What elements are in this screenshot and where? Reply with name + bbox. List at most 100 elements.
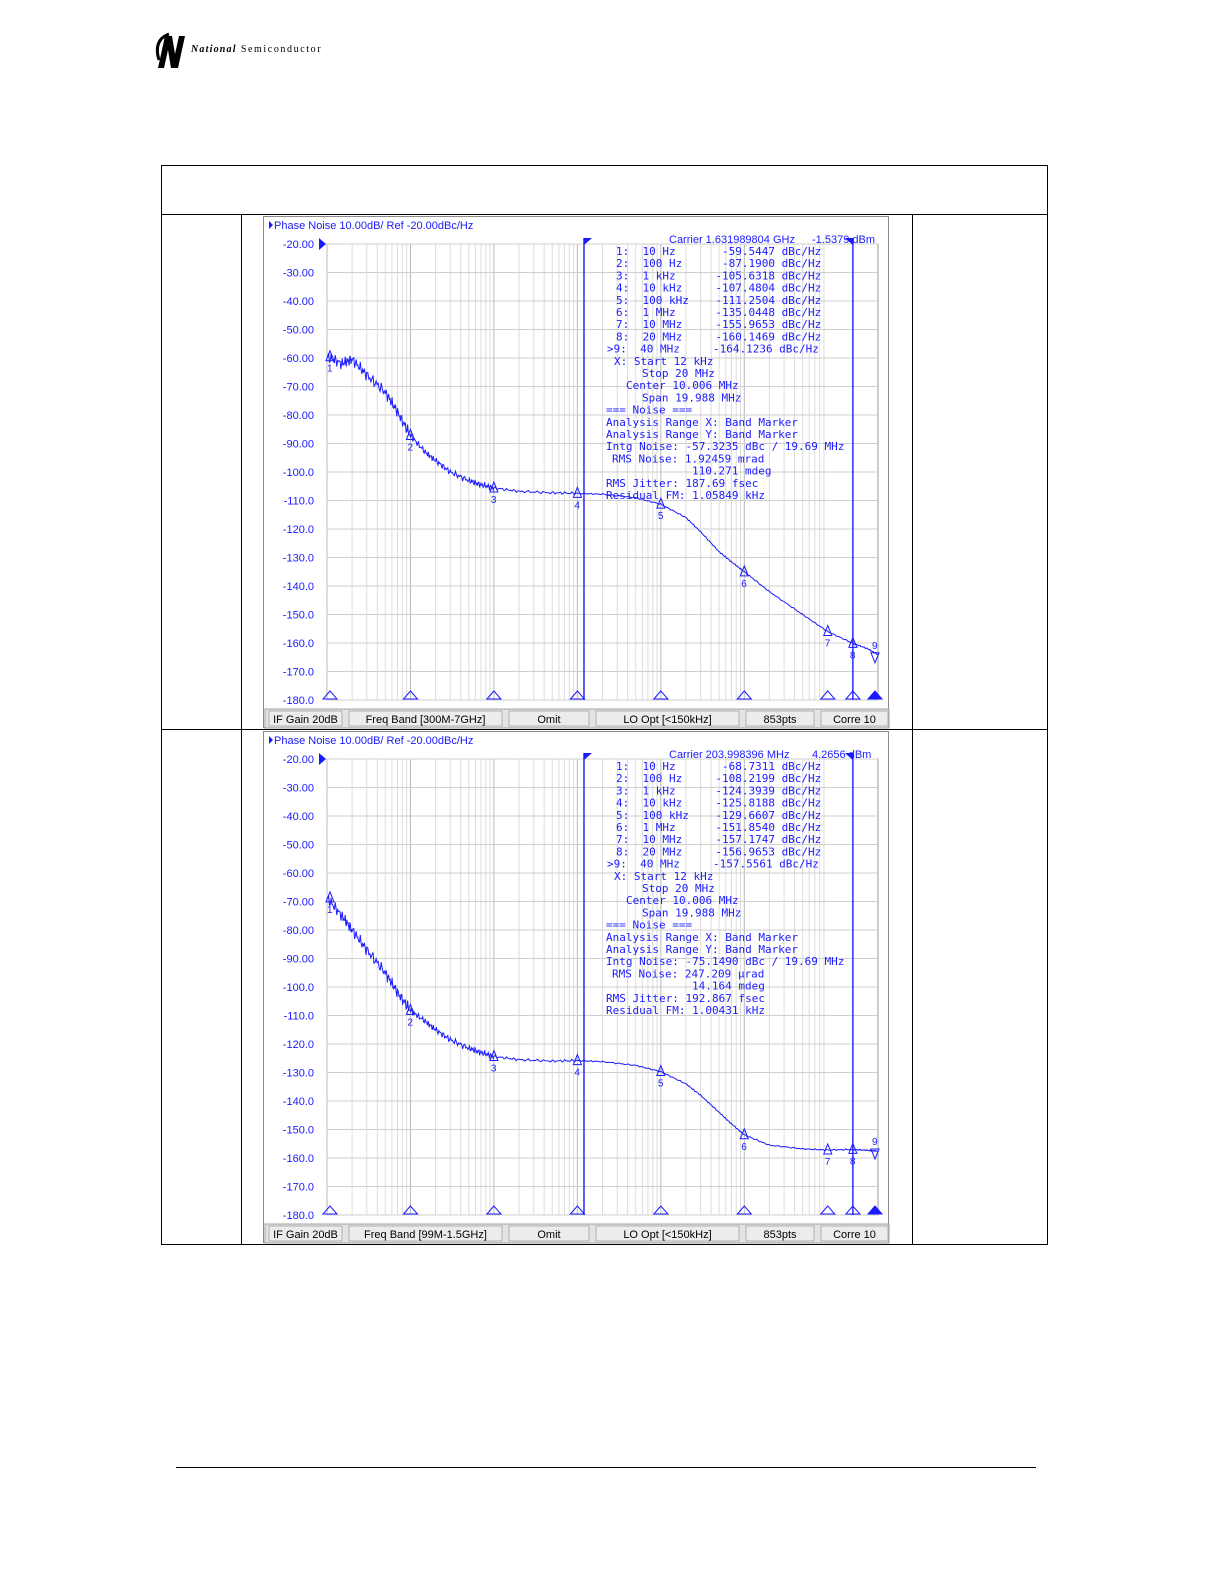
y-tick-label: -100.0 xyxy=(283,982,314,994)
y-tick-label: -140.0 xyxy=(283,1096,314,1108)
y-tick-labels: -20.00 -30.00 -40.00 -50.00 -60.00 -70.00 -80.… xyxy=(283,754,314,1222)
marker-7: 7 xyxy=(823,624,833,650)
carrier-power-label: -1.5379 dBm xyxy=(812,234,875,246)
marker-table-line: 110.271 mdeg xyxy=(692,465,771,478)
carrier-label: Carrier 203.998396 MHz xyxy=(669,749,789,761)
marker-7: 7 xyxy=(823,1142,833,1168)
marker-position-triangle-icon xyxy=(652,690,669,700)
marker-number: 7 xyxy=(825,639,831,650)
status-cell xyxy=(268,1225,343,1242)
marker-triangle-icon xyxy=(325,349,335,362)
marker-2: 2 xyxy=(405,1003,416,1028)
chart-title: Phase Noise 10.00dB/ Ref -20.00dBc/Hz xyxy=(274,735,473,747)
y-tick-label: -70.00 xyxy=(283,897,314,909)
status-bar: IF Gain 20dB Freq Band [300M-7GHz] Omit LO … xyxy=(264,708,890,729)
y-tick-label: -20.00 xyxy=(283,754,314,766)
horizontal-grid xyxy=(327,243,878,701)
marker-number: 1 xyxy=(327,905,333,916)
marker-table-line: Analysis Range Y: Band Marker xyxy=(606,428,798,441)
marker-table: 1: 10 Hz -59.5447 dBc/Hz2: 100 Hz -87.19… xyxy=(606,245,844,502)
phase-noise-chart-1: Phase Noise 10.00dB/ Ref -20.00dBc/Hz -20… xyxy=(264,220,890,729)
marker-position-triangle-icon xyxy=(736,690,753,700)
marker-table-line: Intg Noise: -75.1490 dBc / 19.69 MHz xyxy=(606,955,844,968)
status-cell-label: Omit xyxy=(537,1229,560,1241)
marker-triangle-down-icon xyxy=(870,652,880,665)
marker-3: 3 xyxy=(489,480,499,506)
y-tick-label: -170.0 xyxy=(283,1182,314,1194)
band-marker-lines xyxy=(583,753,854,1215)
marker-number: 3 xyxy=(491,495,497,506)
marker-table-line: Stop 20 MHz xyxy=(642,367,715,380)
y-tick-label: -60.00 xyxy=(283,868,314,880)
status-cell-label: LO Opt [<150kHz] xyxy=(623,1229,711,1241)
marker-number: 6 xyxy=(741,579,747,590)
y-tick-label: -160.0 xyxy=(283,1153,314,1165)
status-bar: IF Gain 20dB Freq Band [99M-1.5GHz] Omit LO… xyxy=(264,1223,890,1244)
marker-table-line: >9: 40 MHz -164.1236 dBc/Hz xyxy=(607,343,819,356)
marker-position-triangle-icon xyxy=(402,1205,419,1215)
carrier-label: Carrier 1.631989804 GHz xyxy=(669,234,795,246)
y-tick-label: -80.00 xyxy=(283,410,314,422)
marker-table-line: 3: 1 kHz -105.6318 dBc/Hz xyxy=(616,269,821,282)
marker-1: 1 xyxy=(325,890,335,916)
marker-5: 5 xyxy=(656,1064,666,1090)
y-tick-label: -50.00 xyxy=(283,325,314,337)
marker-1: 1 xyxy=(325,349,335,375)
marker-table-line: RMS Noise: 247.209 µrad xyxy=(612,967,764,980)
marker-triangle-icon xyxy=(405,1003,416,1015)
marker-table-line: 4: 10 kHz -107.4804 dBc/Hz xyxy=(616,282,821,295)
marker-table: 1: 10 Hz -68.7311 dBc/Hz2: 100 Hz -108.2… xyxy=(606,760,844,1017)
marker-table-line: === Noise === xyxy=(606,404,692,417)
phase-noise-panel-1: Phase Noise 10.00dB/ Ref -20.00dBc/Hz -20… xyxy=(263,216,890,729)
marker-table-line: 5: 100 kHz -111.2504 dBc/Hz xyxy=(616,294,821,307)
marker-number: 8 xyxy=(850,650,856,661)
y-tick-label: -150.0 xyxy=(283,1125,314,1137)
marker-position-triangle-icon xyxy=(569,1205,586,1215)
marker-table-line: 1: 10 Hz -59.5447 dBc/Hz xyxy=(616,245,821,258)
y-tick-label: -120.0 xyxy=(283,524,314,536)
y-tick-label: -90.00 xyxy=(283,954,314,966)
marker-2: 2 xyxy=(405,428,416,453)
marker-table-line: Residual FM: 1.05849 kHz xyxy=(606,489,765,502)
y-tick-label: -60.00 xyxy=(283,353,314,365)
bottom-marker-row xyxy=(321,690,884,700)
y-tick-label: -30.00 xyxy=(283,268,314,280)
marker-triangle-icon xyxy=(572,1053,583,1066)
band-start-flag-icon xyxy=(583,753,592,760)
marker-table-line: 2: 100 Hz -87.1900 dBc/Hz xyxy=(616,257,821,270)
y-tick-label: -130.0 xyxy=(283,553,314,565)
marker-table-line: 7: 10 MHz -155.9653 dBc/Hz xyxy=(616,318,821,331)
marker-number: 2 xyxy=(407,1017,413,1028)
status-cell xyxy=(745,1225,815,1242)
ref-level-arrow-icon xyxy=(319,753,326,765)
title-arrow-icon xyxy=(269,221,273,229)
status-cell xyxy=(820,710,889,727)
y-tick-label: -30.00 xyxy=(283,783,314,795)
status-cell xyxy=(348,710,503,727)
table-col-rule-left xyxy=(241,214,242,1245)
marker-table-line: Span 19.988 MHz xyxy=(642,391,741,404)
marker-position-triangle-icon xyxy=(485,1205,503,1215)
trace-markers: 1 2 3 4 5 6 7 8 9 xyxy=(325,349,880,665)
status-cell xyxy=(595,710,740,727)
active-marker-triangle-icon xyxy=(866,1205,884,1215)
marker-position-triangle-icon xyxy=(569,690,586,700)
marker-triangle-icon xyxy=(405,428,416,440)
phase-noise-panel-2: Phase Noise 10.00dB/ Ref -20.00dBc/Hz -20… xyxy=(263,731,890,1244)
marker-number: 8 xyxy=(850,1156,856,1167)
marker-table-line: RMS Jitter: 192.867 fsec xyxy=(606,992,765,1005)
status-cell-label: IF Gain 20dB xyxy=(273,1229,338,1241)
y-tick-label: -50.00 xyxy=(283,840,314,852)
marker-table-line: Span 19.988 MHz xyxy=(642,906,741,919)
y-tick-label: -180.0 xyxy=(283,695,314,707)
title-arrow-icon xyxy=(269,736,273,744)
marker-table-line: Analysis Range X: Band Marker xyxy=(606,416,798,429)
logo-bold-text: National xyxy=(191,44,237,55)
marker-number: 2 xyxy=(407,442,413,453)
marker-table-line: 8: 20 MHz -156.9653 dBc/Hz xyxy=(616,845,821,858)
y-tick-label: -80.00 xyxy=(283,925,314,937)
marker-triangle-icon xyxy=(489,1049,499,1062)
marker-triangle-icon xyxy=(848,636,858,648)
marker-4: 4 xyxy=(572,485,583,511)
marker-9: 9 xyxy=(870,641,880,665)
